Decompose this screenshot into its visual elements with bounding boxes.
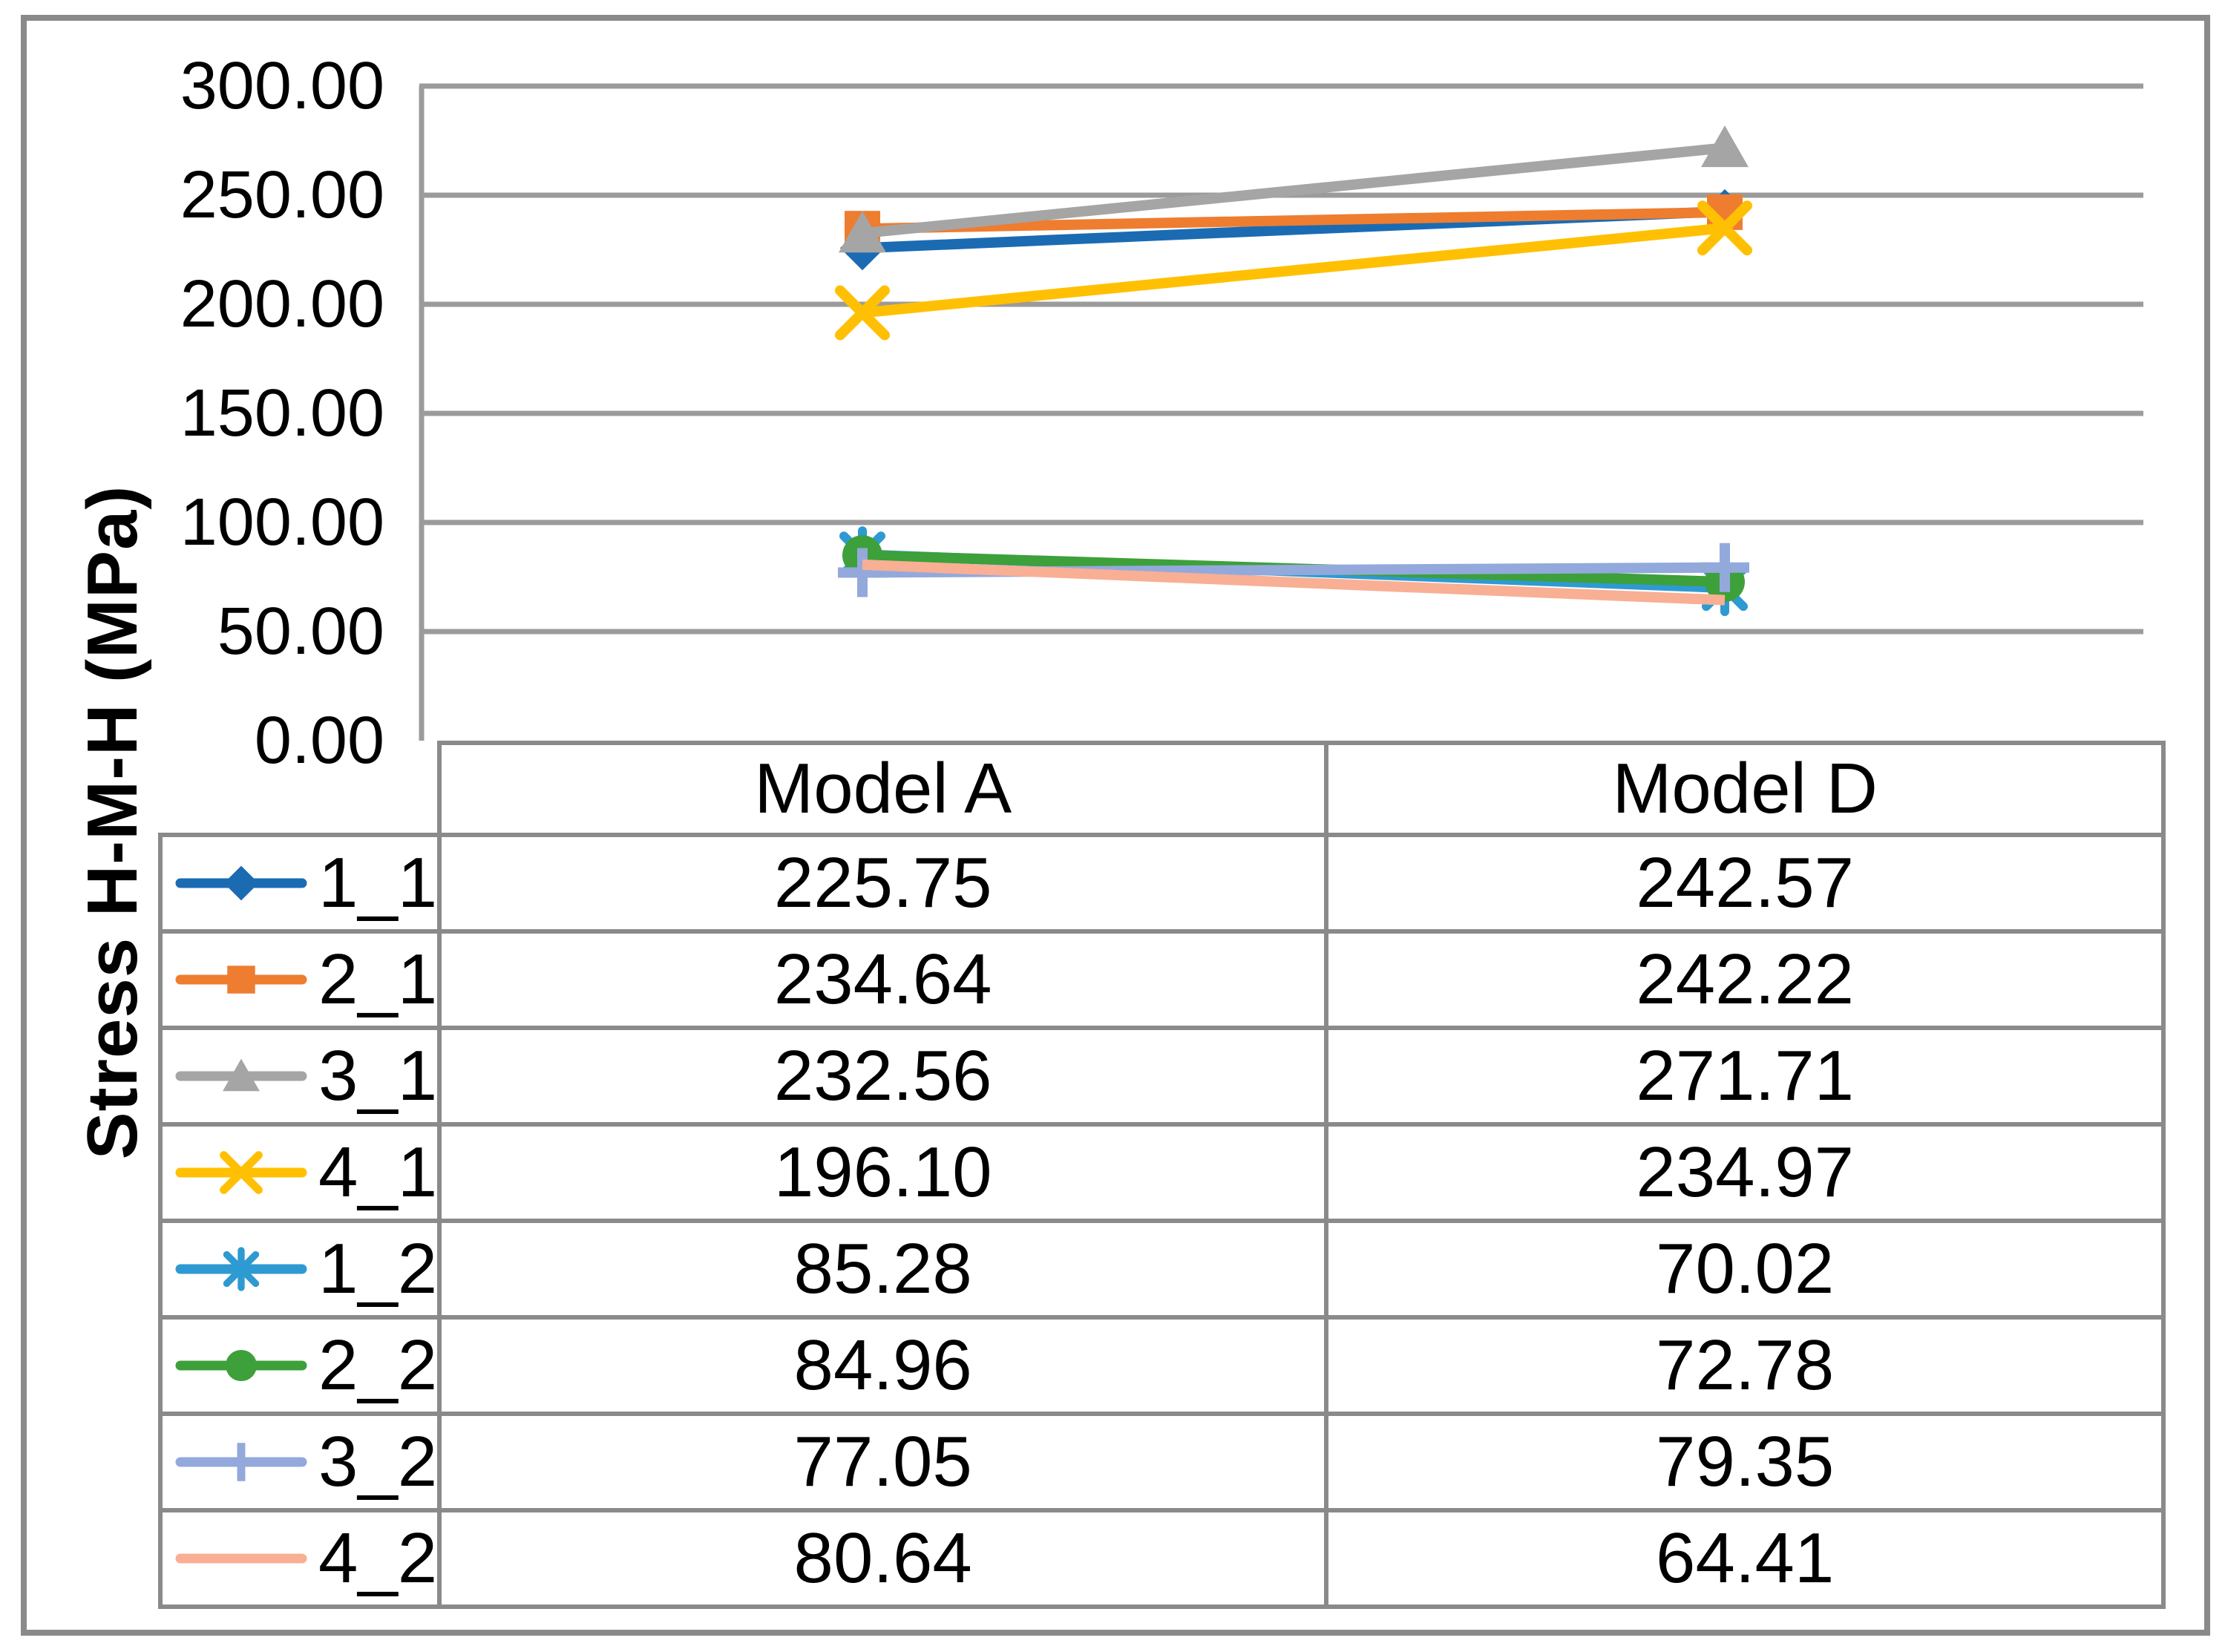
- value-cell: 232.56: [437, 1026, 1329, 1127]
- table-row-3_2: 3_2 77.05 79.35: [157, 1412, 2166, 1512]
- y-axis-tick-label: 0.00: [254, 704, 384, 778]
- table-header-row: Model A Model D: [160, 741, 2166, 837]
- legend-key-none-icon: [175, 1553, 307, 1564]
- series-name-label: 1_1: [318, 843, 438, 922]
- value-cell: 271.71: [1324, 1026, 2166, 1127]
- value-cell: 234.97: [1324, 1122, 2166, 1223]
- series-name-label: 1_2: [318, 1229, 438, 1308]
- legend-key-square-icon: [175, 966, 307, 994]
- legend-cell: 4_2: [157, 1508, 442, 1609]
- value-cell: 64.41: [1324, 1508, 2166, 1609]
- value-cell: 79.35: [1324, 1412, 2166, 1512]
- y-axis-title: Stress H-M-H (MPa): [73, 485, 152, 1160]
- category-header-cell: Model A: [437, 741, 1329, 837]
- y-axis-tick-label: 250.00: [180, 158, 384, 232]
- line-chart-plot-area: [419, 83, 2143, 741]
- y-axis-tick-label: 200.00: [180, 267, 384, 341]
- legend-cell: 2_1: [157, 929, 442, 1030]
- legend-key-wrap: 4_2: [163, 1514, 437, 1603]
- series-name-label: 2_2: [318, 1325, 438, 1405]
- plus-marker: [1700, 543, 1749, 592]
- y-axis-tick-label: 300.00: [180, 49, 384, 123]
- legend-key-asterisk-icon: [175, 1247, 307, 1291]
- value-cell: 77.05: [437, 1412, 1329, 1512]
- value-cell: 85.28: [437, 1219, 1329, 1320]
- triangle-marker: [1701, 125, 1749, 168]
- table-corner-spacer: [160, 743, 439, 835]
- y-axis-tick-label: 100.00: [180, 485, 384, 560]
- series-line-4_1: [862, 223, 1726, 318]
- value-cell: 242.22: [1324, 929, 2166, 1030]
- legend-key-plus-icon: [175, 1443, 307, 1481]
- legend-cell: 1_2: [157, 1219, 442, 1320]
- plus-marker: [222, 1443, 260, 1481]
- square-marker: [227, 966, 255, 994]
- x-marker: [220, 1151, 263, 1194]
- value-cell: 234.64: [437, 929, 1329, 1030]
- series-name-label: 2_1: [318, 940, 438, 1019]
- table-row-1_1: 1_1 225.75 242.57: [157, 833, 2166, 934]
- plus-marker: [838, 548, 887, 597]
- diamond-marker: [223, 865, 259, 901]
- x-marker: [1697, 200, 1752, 256]
- table-row-3_1: 3_1 232.56 271.71: [157, 1026, 2166, 1127]
- legend-key-wrap: 3_2: [163, 1417, 437, 1507]
- legend-key-wrap: 2_1: [163, 935, 437, 1024]
- value-cell: 80.64: [437, 1508, 1329, 1609]
- legend-cell: 4_1: [157, 1122, 442, 1223]
- circle-marker: [225, 1349, 258, 1382]
- value-cell: 72.78: [1324, 1315, 2166, 1416]
- legend-key-diamond-icon: [175, 865, 307, 901]
- legend-key-wrap: 1_1: [163, 839, 437, 928]
- asterisk-marker: [223, 1247, 260, 1291]
- legend-cell: 3_1: [157, 1026, 442, 1127]
- table-row-2_1: 2_1 234.64 242.22: [157, 929, 2166, 1030]
- value-cell: 70.02: [1324, 1219, 2166, 1320]
- legend-key-wrap: 4_1: [163, 1128, 437, 1217]
- value-cell: 242.57: [1324, 833, 2166, 934]
- data-table: Model A Model D 1_1 225.75 242.57 2_1 234.64 24…: [157, 741, 2166, 1609]
- x-marker: [835, 285, 890, 341]
- legend-key-wrap: 2_2: [163, 1321, 437, 1410]
- series-name-label: 4_1: [318, 1133, 438, 1212]
- triangle-marker: [839, 211, 886, 253]
- value-cell: 196.10: [437, 1122, 1329, 1223]
- legend-key-wrap: 1_2: [163, 1225, 437, 1314]
- table-row-2_2: 2_2 84.96 72.78: [157, 1315, 2166, 1416]
- table-row-4_2: 4_2 80.64 64.41: [157, 1508, 2166, 1609]
- legend-key-circle-icon: [175, 1349, 307, 1382]
- value-cell: 84.96: [437, 1315, 1329, 1416]
- series-name-label: 4_2: [318, 1518, 438, 1598]
- y-axis-tick-label: 50.00: [217, 594, 384, 669]
- series-name-label: 3_2: [318, 1422, 438, 1501]
- series-line-3_1: [862, 142, 1726, 239]
- table-row-4_1: 4_1 196.10 234.97: [157, 1122, 2166, 1223]
- legend-key-x-icon: [175, 1151, 307, 1194]
- legend-cell: 2_2: [157, 1315, 442, 1416]
- legend-key-triangle-icon: [175, 1058, 307, 1092]
- legend-key-wrap: 3_1: [163, 1032, 437, 1121]
- legend-cell: 3_2: [157, 1412, 442, 1512]
- table-row-1_2: 1_2 85.28 70.02: [157, 1219, 2166, 1320]
- y-axis-tick-label: 150.00: [180, 376, 384, 450]
- series-name-label: 3_1: [318, 1036, 438, 1115]
- category-header-cell: Model D: [1324, 741, 2166, 837]
- legend-cell: 1_1: [157, 833, 442, 934]
- value-cell: 225.75: [437, 833, 1329, 934]
- triangle-marker: [223, 1058, 260, 1092]
- figure-border: [21, 15, 2210, 1636]
- series-line-4_2: [862, 559, 1726, 606]
- series-line-2_1: [862, 206, 1726, 235]
